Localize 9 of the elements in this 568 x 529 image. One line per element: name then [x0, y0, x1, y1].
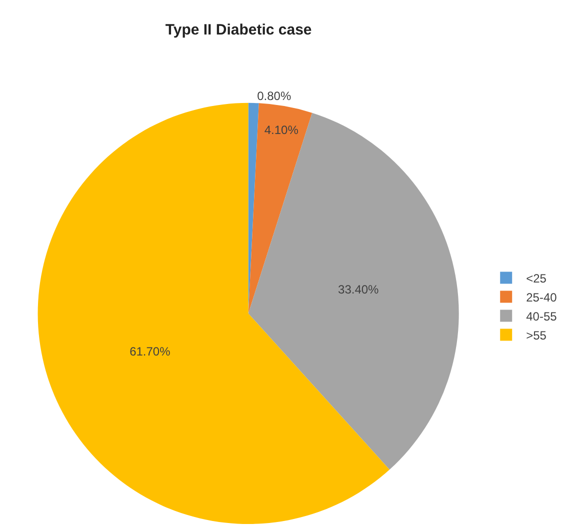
data-label: 0.80% [257, 88, 292, 103]
legend-label: >55 [526, 328, 547, 342]
chart-title: Type II Diabetic case [165, 21, 312, 38]
data-label: 4.10% [264, 122, 299, 137]
legend-label: 40-55 [526, 309, 558, 324]
legend-label: 25-40 [526, 290, 558, 304]
data-label: 33.40% [338, 282, 380, 297]
legend-label: <25 [526, 271, 547, 286]
data-label: 61.70% [130, 344, 171, 358]
